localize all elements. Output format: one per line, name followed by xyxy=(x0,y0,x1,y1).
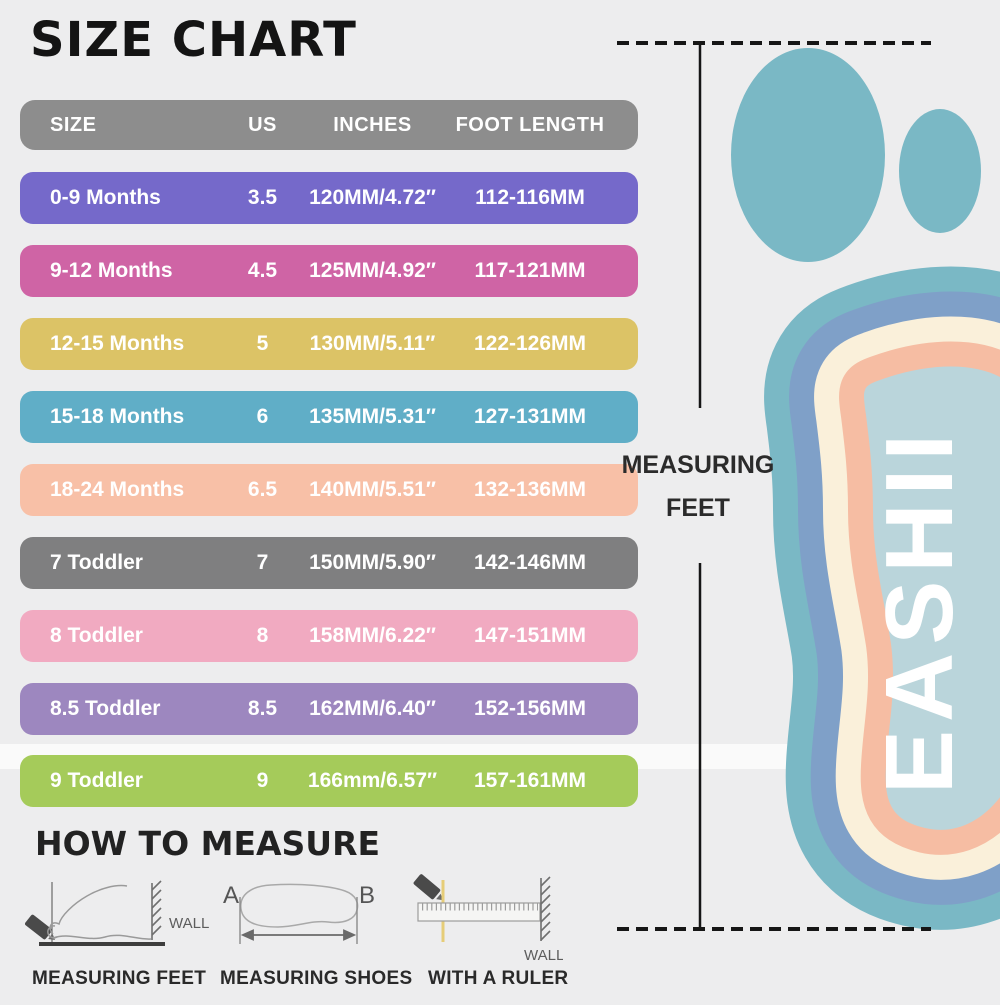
table-row: 9 Toddler 9 166mm/6.57″ 157-161MM xyxy=(20,755,638,807)
big-toe-shape xyxy=(731,48,885,262)
row-size: 8 Toddler xyxy=(50,624,143,647)
row-size: 12-15 Months xyxy=(50,332,185,355)
wall-hatch xyxy=(151,880,162,940)
table-header-row: SIZE US INCHES FOOT LENGTH xyxy=(20,100,638,150)
diagram3-label: WITH A RULER xyxy=(428,968,569,989)
measuring-feet-diagram: WALL xyxy=(25,880,209,946)
header-us: US xyxy=(248,113,277,136)
row-size: 9 Toddler xyxy=(50,769,143,792)
foot-graphic: EASHII xyxy=(731,48,1000,930)
row-inches: 150MM/5.90″ xyxy=(309,551,436,574)
row-inches: 135MM/5.31″ xyxy=(309,405,436,428)
row-size: 15-18 Months xyxy=(50,405,185,428)
pencil-icon xyxy=(413,874,443,901)
table-row: 12-15 Months 5 130MM/5.11″ 122-126MM xyxy=(20,318,638,370)
table-row: 8.5 Toddler 8.5 162MM/6.40″ 152-156MM xyxy=(20,683,638,735)
row-size: 9-12 Months xyxy=(50,259,173,282)
row-inches: 162MM/6.40″ xyxy=(309,697,436,720)
shoe-sole-outline xyxy=(240,883,359,928)
table-row: 8 Toddler 8 158MM/6.22″ 147-151MM xyxy=(20,610,638,662)
page-title: SIZE CHART xyxy=(30,12,357,68)
second-toe-shape xyxy=(899,109,981,233)
with-a-ruler-diagram: WALL xyxy=(413,874,563,964)
foot-inner-shape xyxy=(864,366,1000,830)
row-us: 6 xyxy=(256,405,269,428)
row-us: 8 xyxy=(256,624,269,647)
sole-sketch xyxy=(52,934,152,940)
length-arrow xyxy=(240,929,357,941)
row-inches: 130MM/5.11″ xyxy=(309,332,436,355)
measuring-feet-panel: EASHII MEASURING FEET xyxy=(600,0,1000,1000)
header-inches: INCHES xyxy=(333,113,412,136)
table-row: 18-24 Months 6.5 140MM/5.51″ 132-136MM xyxy=(20,464,638,516)
row-size: 7 Toddler xyxy=(50,551,143,574)
header-foot-length: FOOT LENGTH xyxy=(455,113,605,136)
measurement-guides xyxy=(617,41,931,931)
row-foot-length: 117-121MM xyxy=(474,259,586,282)
measuring-shoes-diagram: A B xyxy=(223,882,375,944)
brand-text: EASHII xyxy=(866,426,973,794)
row-us: 7 xyxy=(256,551,269,574)
wall-text: WALL xyxy=(524,947,563,964)
foot-outline-sketch xyxy=(49,884,128,935)
table-row: 7 Toddler 7 150MM/5.90″ 142-146MM xyxy=(20,537,638,589)
row-us: 8.5 xyxy=(247,697,278,720)
row-inches: 140MM/5.51″ xyxy=(309,478,436,501)
foot-measure-illustration: EASHII MEASURING FEET xyxy=(617,41,1000,931)
wall-hatch xyxy=(540,876,551,941)
measuring-feet-label: MEASURING FEET xyxy=(622,451,775,522)
row-foot-length: 152-156MM xyxy=(473,697,587,720)
row-foot-length: 122-126MM xyxy=(473,332,587,355)
row-inches: 120MM/4.72″ xyxy=(309,186,436,209)
row-size: 0-9 Months xyxy=(50,186,161,209)
point-b-text: B xyxy=(359,882,375,909)
row-us: 5 xyxy=(256,332,269,355)
wall-text: WALL xyxy=(169,915,209,932)
table-row: 15-18 Months 6 135MM/5.31″ 127-131MM xyxy=(20,391,638,443)
row-inches: 125MM/4.92″ xyxy=(309,259,436,282)
row-foot-length: 142-146MM xyxy=(473,551,587,574)
measuring-feet-label-line1: MEASURING xyxy=(622,451,775,479)
row-size: 18-24 Months xyxy=(50,478,185,501)
row-us: 4.5 xyxy=(247,259,278,282)
how-to-measure-title: HOW TO MEASURE xyxy=(35,824,381,863)
point-a-text: A xyxy=(223,882,239,909)
row-foot-length: 127-131MM xyxy=(473,405,587,428)
table-row: 0-9 Months 3.5 120MM/4.72″ 112-116MM xyxy=(20,172,638,224)
row-us: 9 xyxy=(256,769,269,792)
row-inches: 158MM/6.22″ xyxy=(309,624,436,647)
row-foot-length: 132-136MM xyxy=(473,478,587,501)
diagram1-label: MEASURING FEET xyxy=(32,968,207,989)
table-row: 9-12 Months 4.5 125MM/4.92″ 117-121MM xyxy=(20,245,638,297)
pencil-icon xyxy=(25,914,56,940)
row-size: 8.5 Toddler xyxy=(50,697,161,720)
row-foot-length: 157-161MM xyxy=(473,769,587,792)
row-inches: 166mm/6.57″ xyxy=(307,769,438,792)
row-us: 6.5 xyxy=(247,478,278,501)
row-us: 3.5 xyxy=(247,186,278,209)
row-foot-length: 112-116MM xyxy=(475,186,585,209)
diagram2-label: MEASURING SHOES xyxy=(220,968,413,989)
row-foot-length: 147-151MM xyxy=(473,624,587,647)
header-size: SIZE xyxy=(50,113,97,136)
measuring-feet-label-line2: FEET xyxy=(666,494,730,522)
